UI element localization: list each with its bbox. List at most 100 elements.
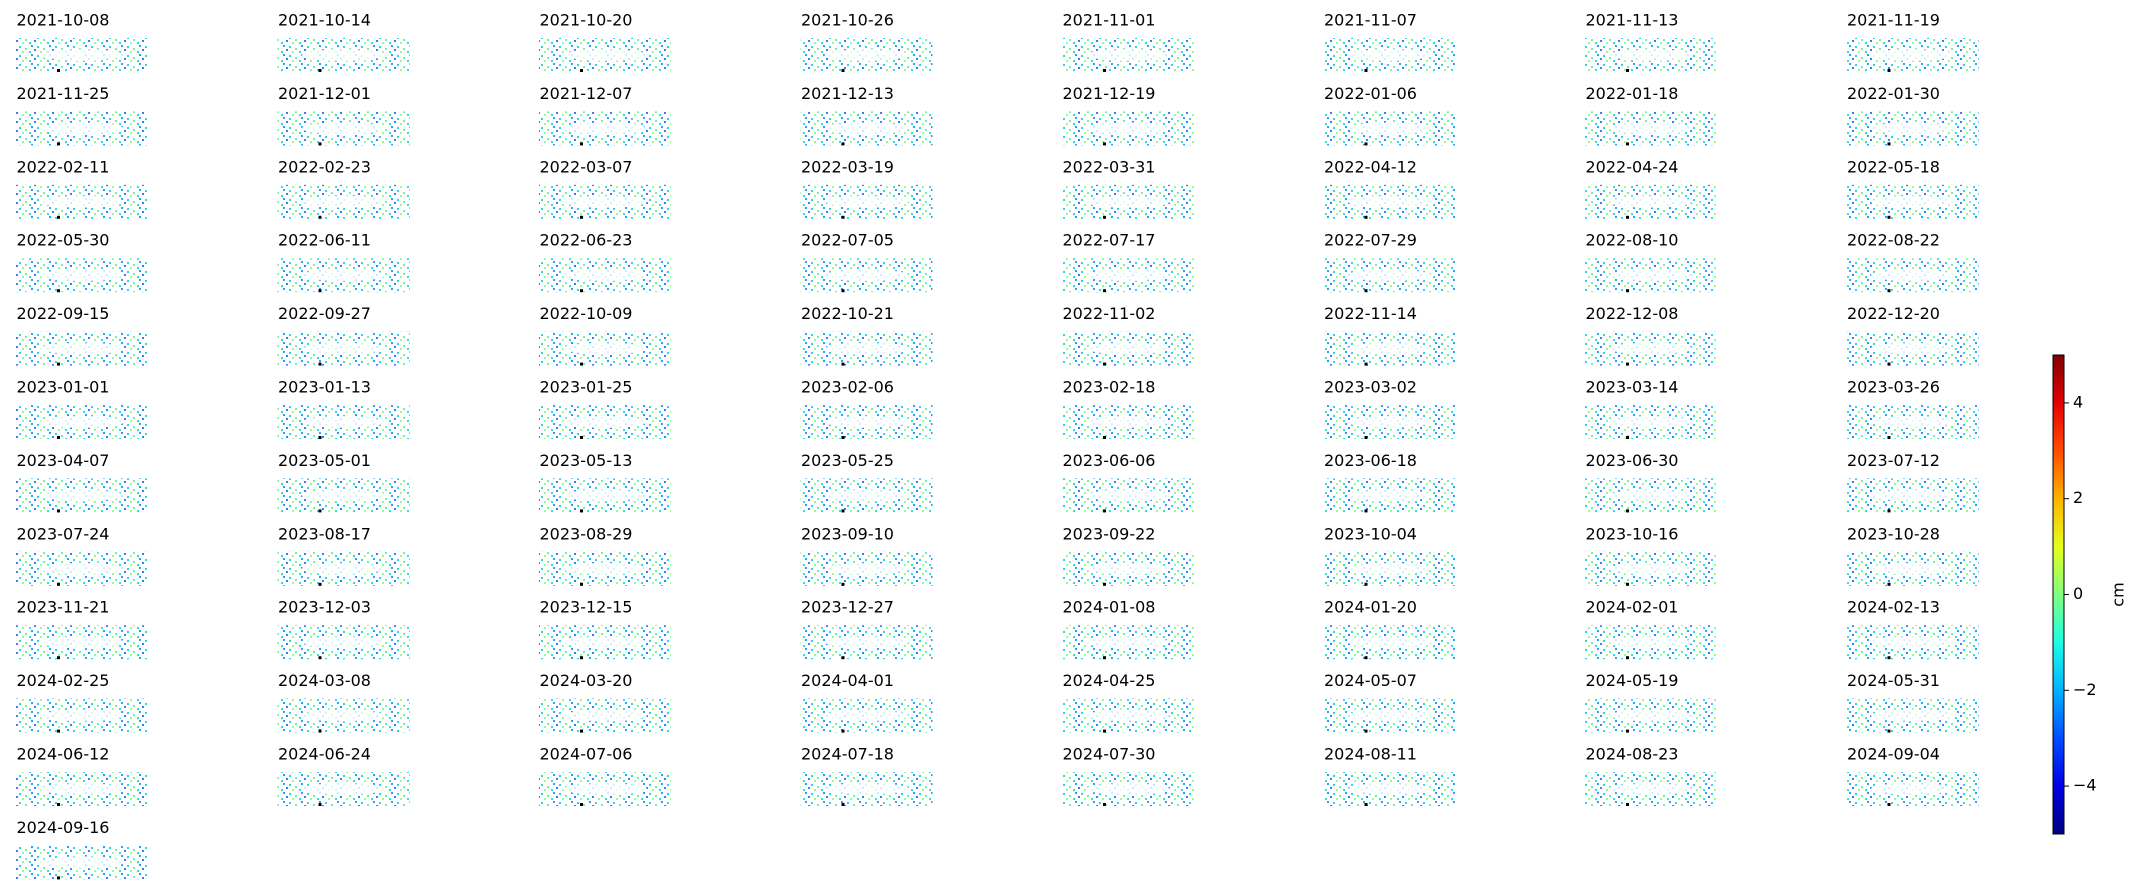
reference-point	[57, 69, 60, 72]
reference-point	[841, 729, 845, 733]
reference-point	[318, 729, 322, 733]
panel-title: 2021-12-19	[1063, 84, 1156, 103]
reference-point	[1103, 69, 1106, 72]
panel-title: 2022-04-12	[1324, 157, 1417, 176]
panel-title: 2023-11-21	[17, 598, 110, 617]
panel-gap	[1086, 562, 1170, 575]
panel-title: 2022-01-06	[1324, 84, 1417, 103]
panel: 2024-08-23	[1585, 745, 1717, 806]
panel-gap	[563, 562, 647, 575]
panel-gap	[1609, 416, 1693, 428]
panel-gap	[1870, 195, 1955, 208]
panel-gap	[301, 636, 386, 649]
reference-point	[318, 656, 322, 660]
panel-gap	[40, 489, 124, 502]
panel-title: 2024-01-08	[1063, 598, 1156, 617]
panel: 2024-03-20	[539, 671, 671, 733]
reference-point	[1364, 289, 1368, 293]
panel-gap	[1870, 122, 1955, 135]
panel-title: 2021-12-01	[278, 84, 371, 103]
panel-title: 2023-12-03	[278, 598, 371, 617]
panel-title: 2023-02-18	[1063, 378, 1156, 397]
panel: 2023-01-01	[16, 378, 148, 439]
panel: 2023-03-26	[1846, 378, 1979, 439]
panel-gap	[1347, 783, 1432, 795]
panel-title: 2021-11-19	[1847, 11, 1940, 30]
panel-gap	[1870, 636, 1955, 649]
reference-point	[580, 215, 583, 219]
panel-gap	[40, 636, 124, 649]
panel-title: 2023-06-30	[1586, 451, 1679, 470]
panel-gap	[1347, 636, 1432, 649]
panel-gap	[301, 342, 386, 355]
panel-title: 2022-04-24	[1586, 157, 1679, 176]
panel-title: 2021-12-07	[540, 84, 633, 103]
panel-gap	[563, 416, 647, 428]
panel-title: 2023-05-13	[540, 451, 633, 470]
panel: 2022-06-11	[277, 231, 410, 293]
reference-point	[1103, 142, 1106, 146]
panel: 2021-12-19	[1062, 84, 1194, 146]
reference-point	[841, 509, 845, 513]
panel-gap	[1609, 562, 1693, 575]
panel-gap	[1609, 636, 1693, 649]
panel-gap	[301, 416, 386, 428]
panel-title: 2023-10-16	[1586, 524, 1679, 543]
panel-gap	[563, 636, 647, 649]
panel-title: 2022-09-15	[17, 304, 110, 323]
panel-gap	[563, 489, 647, 502]
reference-point	[1364, 436, 1368, 439]
reference-point	[1626, 69, 1629, 72]
panel-title: 2022-10-09	[540, 304, 633, 323]
colorbar-tick-label: 0	[2073, 584, 2083, 603]
panel-gap	[824, 636, 909, 649]
panel-title: 2023-10-04	[1324, 524, 1417, 543]
colorbar	[2052, 354, 2065, 835]
panel-gap	[1086, 195, 1170, 208]
panel-gap	[301, 783, 386, 795]
panel: 2022-12-08	[1585, 304, 1717, 366]
panel-gap	[40, 783, 124, 795]
panel-title: 2022-01-18	[1586, 84, 1679, 103]
reference-point	[57, 509, 60, 513]
panel-title: 2022-06-23	[540, 231, 633, 250]
reference-point	[580, 142, 583, 146]
panel-gap	[563, 709, 647, 722]
reference-point	[580, 582, 583, 586]
reference-point	[841, 582, 845, 586]
panel: 2022-10-21	[800, 304, 933, 366]
reference-point	[318, 436, 322, 439]
panel-gap	[1870, 562, 1955, 575]
panel: 2021-11-19	[1846, 11, 1979, 72]
panel-title: 2022-12-08	[1586, 304, 1679, 323]
panel: 2024-01-20	[1323, 598, 1456, 660]
reference-point	[1626, 215, 1629, 219]
panel-gap	[824, 562, 909, 575]
reference-point	[1364, 215, 1368, 219]
reference-point	[1103, 656, 1106, 660]
panel-gap	[40, 122, 124, 135]
colorbar-tick-label: 4	[2073, 392, 2083, 411]
panel-title: 2022-02-23	[278, 157, 371, 176]
panel: 2021-10-14	[277, 11, 410, 72]
panel: 2023-03-14	[1585, 378, 1717, 439]
panel: 2021-11-01	[1062, 11, 1194, 72]
panel-title: 2023-02-06	[801, 378, 894, 397]
panel-gap	[1870, 416, 1955, 428]
panel-gap	[1870, 783, 1955, 795]
panel-gap	[824, 416, 909, 428]
reference-point	[1887, 509, 1891, 513]
panel: 2021-10-20	[539, 11, 671, 72]
reference-point	[318, 803, 322, 806]
reference-point	[1364, 656, 1368, 660]
panel-gap	[1347, 416, 1432, 428]
panel-title: 2023-05-25	[801, 451, 894, 470]
panel-gap	[563, 269, 647, 282]
panel: 2024-04-01	[800, 671, 933, 733]
panel: 2022-08-22	[1846, 231, 1979, 293]
panel-gap	[563, 49, 647, 61]
panel: 2024-09-04	[1846, 745, 1979, 806]
panel-gap	[824, 195, 909, 208]
reference-point	[1887, 656, 1891, 660]
panel: 2024-03-08	[277, 671, 410, 733]
